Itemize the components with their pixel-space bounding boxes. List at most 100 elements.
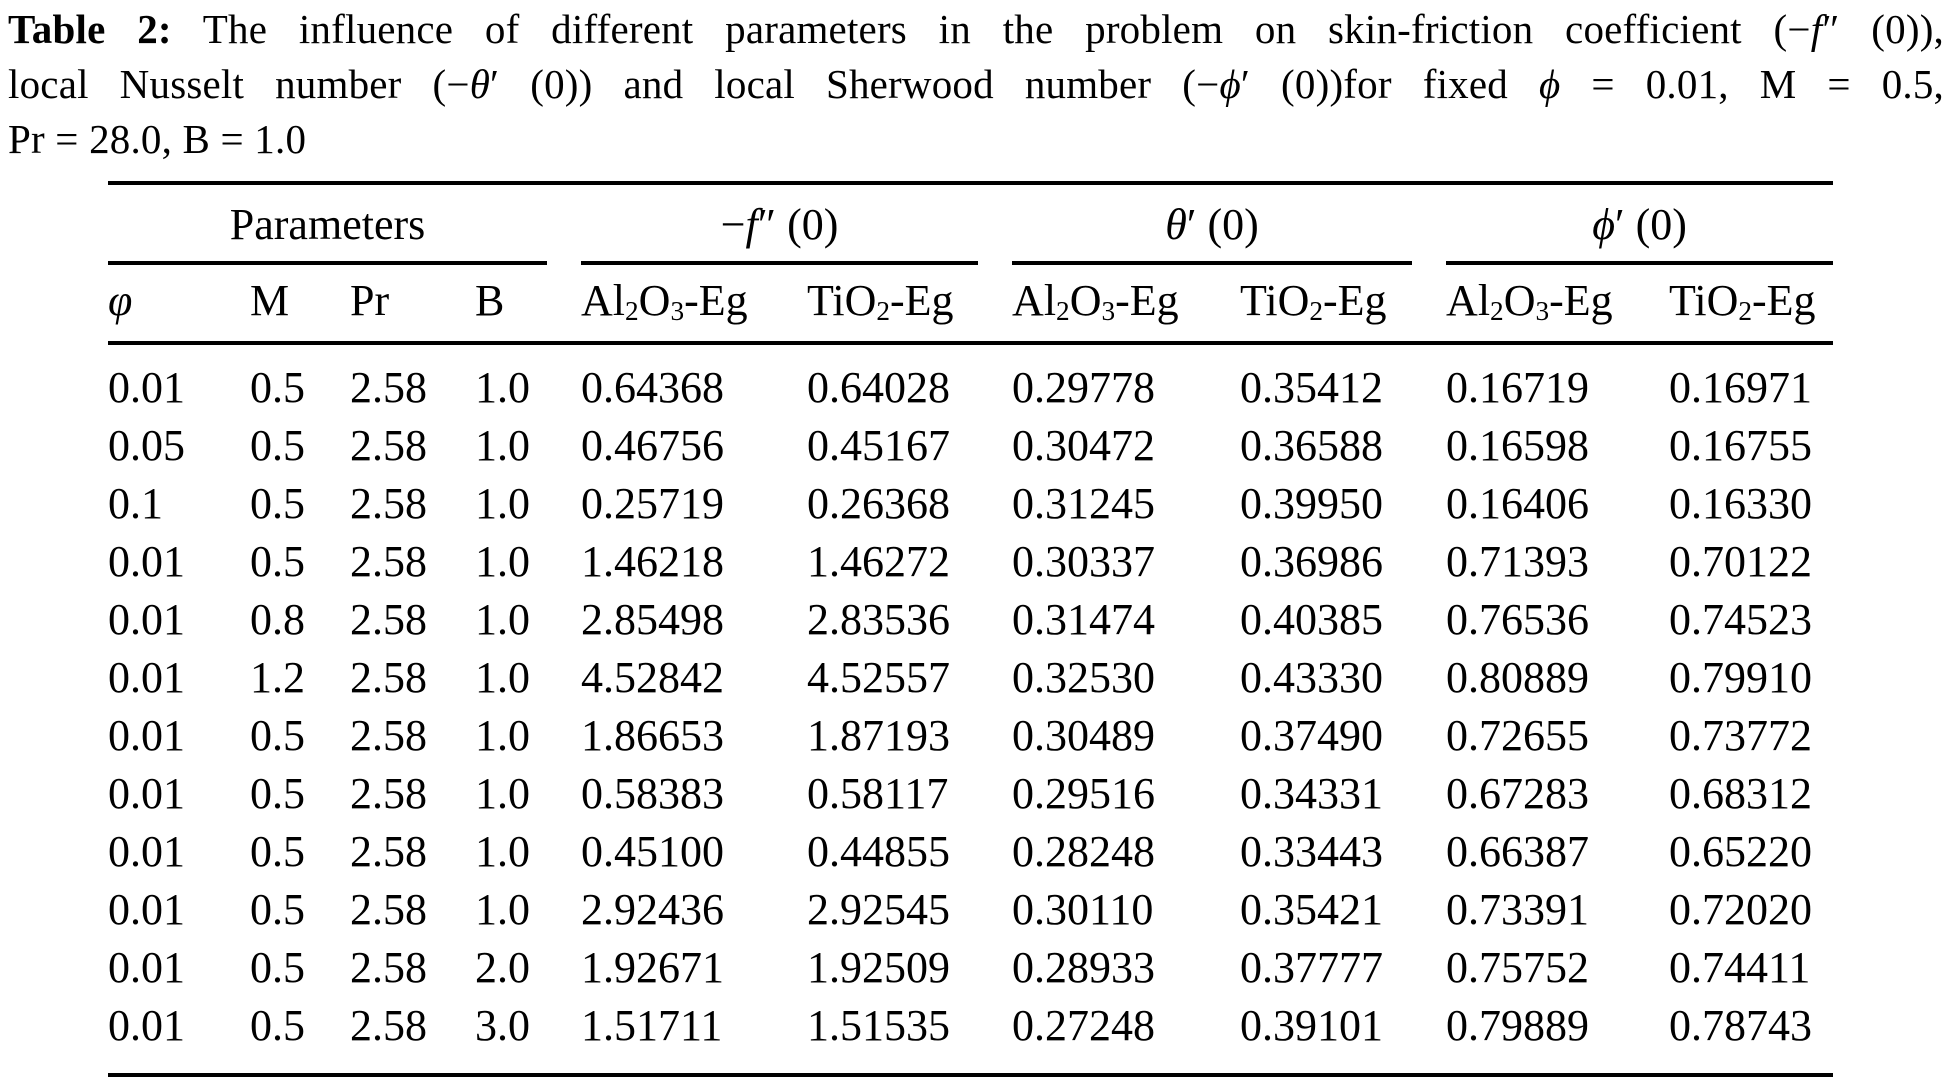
cell: 0.29778: [1012, 363, 1156, 412]
cell: 1.92671: [581, 943, 725, 992]
cell: 0.78743: [1669, 997, 1834, 1077]
cell: 2.58: [350, 421, 427, 470]
cell: 0.33443: [1240, 827, 1384, 876]
cell: 0.75752: [1446, 943, 1590, 992]
cell: 1.0: [475, 595, 530, 644]
cell: 0.37777: [1240, 943, 1384, 992]
cell: 0.01: [108, 363, 185, 412]
cell: 1.86653: [581, 711, 725, 760]
cell: 0.34331: [1240, 769, 1384, 818]
group-sherwood-label: ϕ′ (0): [1446, 197, 1834, 265]
col-header-pr: Pr: [350, 265, 475, 345]
cell: 0.64028: [807, 363, 951, 412]
table-body: 0.01 0.5 2.58 1.0 0.64368 0.64028 0.29778 0.354…: [108, 343, 1834, 1077]
cell: 0.67283: [1446, 769, 1590, 818]
table-row: 0.01 0.5 2.58 1.0 2.92436 2.92545 0.30110 0.354…: [108, 881, 1833, 939]
cell: 0.16719: [1446, 363, 1590, 412]
table-row: 0.01 0.5 2.58 1.0 0.64368 0.64028 0.29778 0.354…: [108, 343, 1833, 417]
cell: 0.76536: [1446, 595, 1590, 644]
cell: 0.31245: [1012, 479, 1156, 528]
cell: 0.80889: [1446, 653, 1590, 702]
cell: 1.51711: [581, 997, 808, 1077]
cell: 1.0: [475, 479, 530, 528]
cell: 4.52557: [807, 653, 951, 702]
table-row: 0.05 0.5 2.58 1.0 0.46756 0.45167 0.30472 0.365…: [108, 417, 1833, 475]
cell: 1.92509: [807, 943, 951, 992]
group-parameters: Parameters: [108, 181, 582, 265]
cell: 2.58: [350, 769, 427, 818]
cell: 0.58383: [581, 769, 725, 818]
cell: 0.74523: [1669, 595, 1813, 644]
cell: 0.30472: [1012, 421, 1156, 470]
group-parameters-label: Parameters: [108, 197, 548, 265]
cell: 1.51535: [807, 997, 1013, 1077]
col-header-tio2-phi: TiO2-Eg: [1669, 265, 1834, 345]
cell: 2.58: [350, 595, 427, 644]
cell: 0.16598: [1446, 421, 1590, 470]
cell: 0.40385: [1240, 595, 1384, 644]
cell: 0.30337: [1012, 537, 1156, 586]
cell: 2.58: [350, 653, 427, 702]
results-table: Parameters −f″ (0) θ′ (0) ϕ′ (0) φ M Pr …: [108, 181, 1834, 1077]
cell: 0.5: [250, 537, 305, 586]
cell: 0.32530: [1012, 653, 1156, 702]
cell: 0.43330: [1240, 653, 1384, 702]
group-nusselt: θ′ (0): [1012, 181, 1447, 265]
cell: 1.0: [475, 885, 530, 934]
cell: 0.5: [250, 479, 305, 528]
cell: 2.58: [350, 537, 427, 586]
cell: 1.0: [475, 827, 530, 876]
cell: 0.36588: [1240, 421, 1384, 470]
cell: 0.39101: [1240, 997, 1447, 1077]
cell: 2.58: [350, 363, 427, 412]
cell: 0.74411: [1669, 943, 1811, 992]
cell: 0.72020: [1669, 885, 1813, 934]
cell: 0.5: [250, 885, 305, 934]
table-row: 0.01 0.5 2.58 1.0 1.46218 1.46272 0.30337 0.369…: [108, 533, 1833, 591]
cell: 0.5: [250, 711, 305, 760]
table-caption: Table 2: The influence of different para…: [0, 0, 1954, 167]
cell: 0.1: [108, 479, 163, 528]
cell: 0.5: [250, 363, 305, 412]
cell: 2.58: [350, 943, 427, 992]
cell: 1.0: [475, 653, 530, 702]
cell: 0.58117: [807, 769, 949, 818]
cell: 0.5: [250, 827, 305, 876]
cell: 0.27248: [1012, 997, 1241, 1077]
cell: 0.35421: [1240, 885, 1384, 934]
cell: 0.01: [108, 827, 185, 876]
cell: 0.79910: [1669, 653, 1813, 702]
cell: 0.5: [250, 421, 305, 470]
cell: 0.29516: [1012, 769, 1156, 818]
cell: 0.25719: [581, 479, 725, 528]
cell: 0.30110: [1012, 885, 1154, 934]
caption-line-3: Pr = 28.0, B = 1.0: [8, 116, 307, 162]
cell: 0.45167: [807, 421, 951, 470]
cell: 0.16330: [1669, 479, 1813, 528]
table-row: 0.01 0.5 2.58 1.0 0.58383 0.58117 0.29516 0.343…: [108, 765, 1833, 823]
table-row: 0.01 0.5 2.58 2.0 1.92671 1.92509 0.28933 0.377…: [108, 939, 1833, 997]
cell: 0.31474: [1012, 595, 1156, 644]
cell: 0.8: [250, 595, 305, 644]
table-row: 0.01 0.5 2.58 3.0 1.51711 1.51535 0.27248 0.391…: [108, 997, 1834, 1077]
col-header-b: B: [475, 265, 582, 345]
cell: 1.87193: [807, 711, 951, 760]
cell: 0.68312: [1669, 769, 1813, 818]
table-row: 0.01 0.8 2.58 1.0 2.85498 2.83536 0.31474 0.403…: [108, 591, 1833, 649]
cell: 2.92436: [581, 885, 725, 934]
col-header-al2o3-f: Al2O3-Eg: [581, 265, 808, 345]
cell: 0.01: [108, 595, 185, 644]
group-header-row: Parameters −f″ (0) θ′ (0) ϕ′ (0): [108, 181, 1834, 265]
cell: 3.0: [475, 997, 582, 1077]
col-header-phi: φ: [108, 265, 250, 345]
cell: 0.01: [108, 653, 185, 702]
cell: 0.37490: [1240, 711, 1384, 760]
caption-line-1: Table 2: The influence of different para…: [8, 6, 1945, 52]
cell: 2.85498: [581, 595, 725, 644]
cell: 0.26368: [807, 479, 951, 528]
column-header-row: φ M Pr B Al2O3-Eg TiO2-Eg Al2O3-Eg TiO2-…: [108, 265, 1834, 345]
cell: 0.01: [108, 769, 185, 818]
cell: 2.58: [350, 827, 427, 876]
col-header-m: M: [250, 265, 350, 345]
cell: 0.01: [108, 711, 185, 760]
